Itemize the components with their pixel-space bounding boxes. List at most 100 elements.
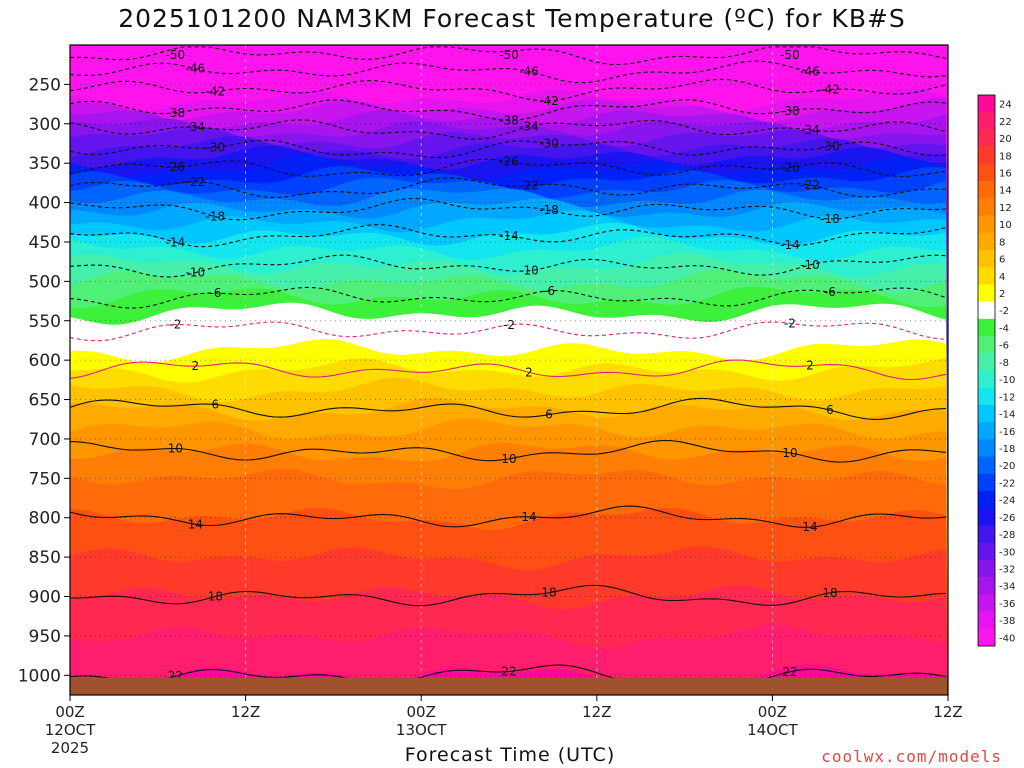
y-tick-label-250: 250 <box>29 75 61 95</box>
colorbar-swatch-2 <box>978 284 995 302</box>
contour-label--34-2: -34 <box>800 123 820 137</box>
colorbar-swatch-6 <box>978 249 995 268</box>
contour-line--14 <box>69 224 947 248</box>
colorbar-label-24: 24 <box>999 100 1012 111</box>
y-tick-label-900: 900 <box>29 588 61 608</box>
colorbar-label--2: -2 <box>999 306 1009 317</box>
y-tick-label-450: 450 <box>29 233 61 253</box>
colorbar-label-22: 22 <box>999 117 1012 128</box>
contour-label--2-0: -2 <box>169 318 181 332</box>
contour-label-14-1: 14 <box>521 510 536 524</box>
colorbar-label--28: -28 <box>999 530 1015 541</box>
contour-line-14 <box>69 505 947 528</box>
y-tick-label-650: 650 <box>29 391 61 411</box>
colorbar-swatch--24 <box>978 491 995 509</box>
colorbar-swatch--4 <box>978 318 995 337</box>
colorbar-label--4: -4 <box>999 323 1009 334</box>
contour-label--30-2: -30 <box>820 140 840 154</box>
colorbar-swatch-22 <box>978 112 995 130</box>
contour-label-10-2: 10 <box>782 446 797 460</box>
x-tick-label-36: 12Z <box>582 703 611 721</box>
colorbar-swatch--8 <box>978 353 995 371</box>
x-tick-date-0: 12OCT <box>45 721 96 739</box>
colorbar-swatch--28 <box>978 525 995 543</box>
colorbar-swatch--36 <box>978 594 995 612</box>
colorbar-swatch-10 <box>978 215 995 234</box>
y-tick-label-850: 850 <box>29 548 61 568</box>
colorbar-swatch--18 <box>978 439 995 457</box>
contour-label-10-1: 10 <box>501 452 516 466</box>
contour-line--6 <box>69 286 947 309</box>
contour-line--50 <box>69 46 947 66</box>
contour-line--42 <box>69 78 947 102</box>
contour-label-6-0: 6 <box>212 397 220 411</box>
colorbar-label-16: 16 <box>999 168 1012 179</box>
contour-label--18-2: -18 <box>820 212 840 226</box>
x-tick-label-48: 00Z <box>758 703 787 721</box>
colorbar-label--16: -16 <box>999 427 1015 438</box>
contour-label--10-2: -10 <box>800 258 820 272</box>
contour-line--22 <box>69 177 947 198</box>
colorbar-swatch--32 <box>978 559 995 578</box>
chart-title: 2025101200 NAM3KM Forecast Temperature (… <box>118 4 906 33</box>
y-tick-label-950: 950 <box>29 627 61 647</box>
colorbar-swatch-8 <box>978 232 995 251</box>
contour-label-2-2: 2 <box>806 359 814 373</box>
colorbar-swatch-16 <box>978 163 995 182</box>
contour-label--34-0: -34 <box>186 120 206 134</box>
contour-label--34-1: -34 <box>519 119 539 133</box>
contour-line-2 <box>69 359 947 381</box>
contour-line-10 <box>69 439 947 463</box>
colorbar-label--38: -38 <box>999 616 1015 627</box>
colorbar-label--32: -32 <box>999 565 1015 576</box>
x-tick-year-0: 2025 <box>51 739 89 757</box>
colorbar-label--12: -12 <box>999 392 1015 403</box>
colorbar-label-10: 10 <box>999 220 1012 231</box>
colorbar-label--18: -18 <box>999 444 1015 455</box>
contour-label--50-1: -50 <box>499 48 519 62</box>
x-tick-label-0: 00Z <box>55 703 84 721</box>
contour-line--30 <box>69 139 947 159</box>
colorbar-swatch--26 <box>978 508 995 526</box>
contour-label--30-0: -30 <box>206 141 226 155</box>
contour-label--6-1: -6 <box>543 284 555 298</box>
plot-border <box>69 44 949 696</box>
contour-label--50-0: -50 <box>166 48 186 62</box>
colorbar-swatch--40 <box>978 628 995 647</box>
y-tick-label-1000: 1000 <box>18 666 61 686</box>
contour-label--2-2: -2 <box>784 316 796 330</box>
contour-label-10-0: 10 <box>168 442 183 456</box>
contour-lines: -50 -50 -50-46 -46 -46-42-42-42-38-38-38-34-… <box>69 46 947 685</box>
colorbar: 24 22 20 18 16 14 12 10 8 6 4 2 -2 -4 -6 -8 -10 -12 -14 -16… <box>977 94 1015 647</box>
credit-text: coolwx.com/models <box>821 747 1002 766</box>
colorbar-swatch--2 <box>978 301 995 320</box>
contour-label--38-0: -38 <box>166 106 186 120</box>
contour-label--46-0: -46 <box>186 62 206 76</box>
colorbar-label-20: 20 <box>999 134 1012 145</box>
colorbar-swatch--14 <box>978 404 995 423</box>
contour-label--2-1: -2 <box>503 318 515 332</box>
contour-label-2-0: 2 <box>192 359 200 373</box>
colorbar-label--30: -30 <box>999 547 1015 558</box>
colorbar-label--34: -34 <box>999 582 1015 593</box>
colorbar-swatch-14 <box>978 181 995 199</box>
contour-label--42-1: -42 <box>539 94 559 108</box>
colorbar-label-8: 8 <box>999 237 1005 248</box>
colorbar-swatch--22 <box>978 473 995 492</box>
contour-line--10 <box>69 254 947 278</box>
colorbar-label--20: -20 <box>999 461 1015 472</box>
x-tick-label-60: 12Z <box>933 703 962 721</box>
contour-label--42-2: -42 <box>820 83 840 97</box>
colorbar-swatch--20 <box>978 456 995 475</box>
contour-label-18-2: 18 <box>822 586 837 600</box>
contour-label-22-1: 22 <box>501 664 516 678</box>
colorbar-swatch--6 <box>978 336 995 354</box>
y-tick-label-300: 300 <box>29 115 61 135</box>
colorbar-swatch--38 <box>978 611 995 630</box>
colorbar-label--22: -22 <box>999 478 1015 489</box>
contour-label--50-2: -50 <box>780 48 800 62</box>
contour-label-18-1: 18 <box>541 586 556 600</box>
contour-label--38-2: -38 <box>780 104 800 118</box>
colorbar-swatch-20 <box>978 129 995 147</box>
contour-label--26-0: -26 <box>166 160 186 174</box>
